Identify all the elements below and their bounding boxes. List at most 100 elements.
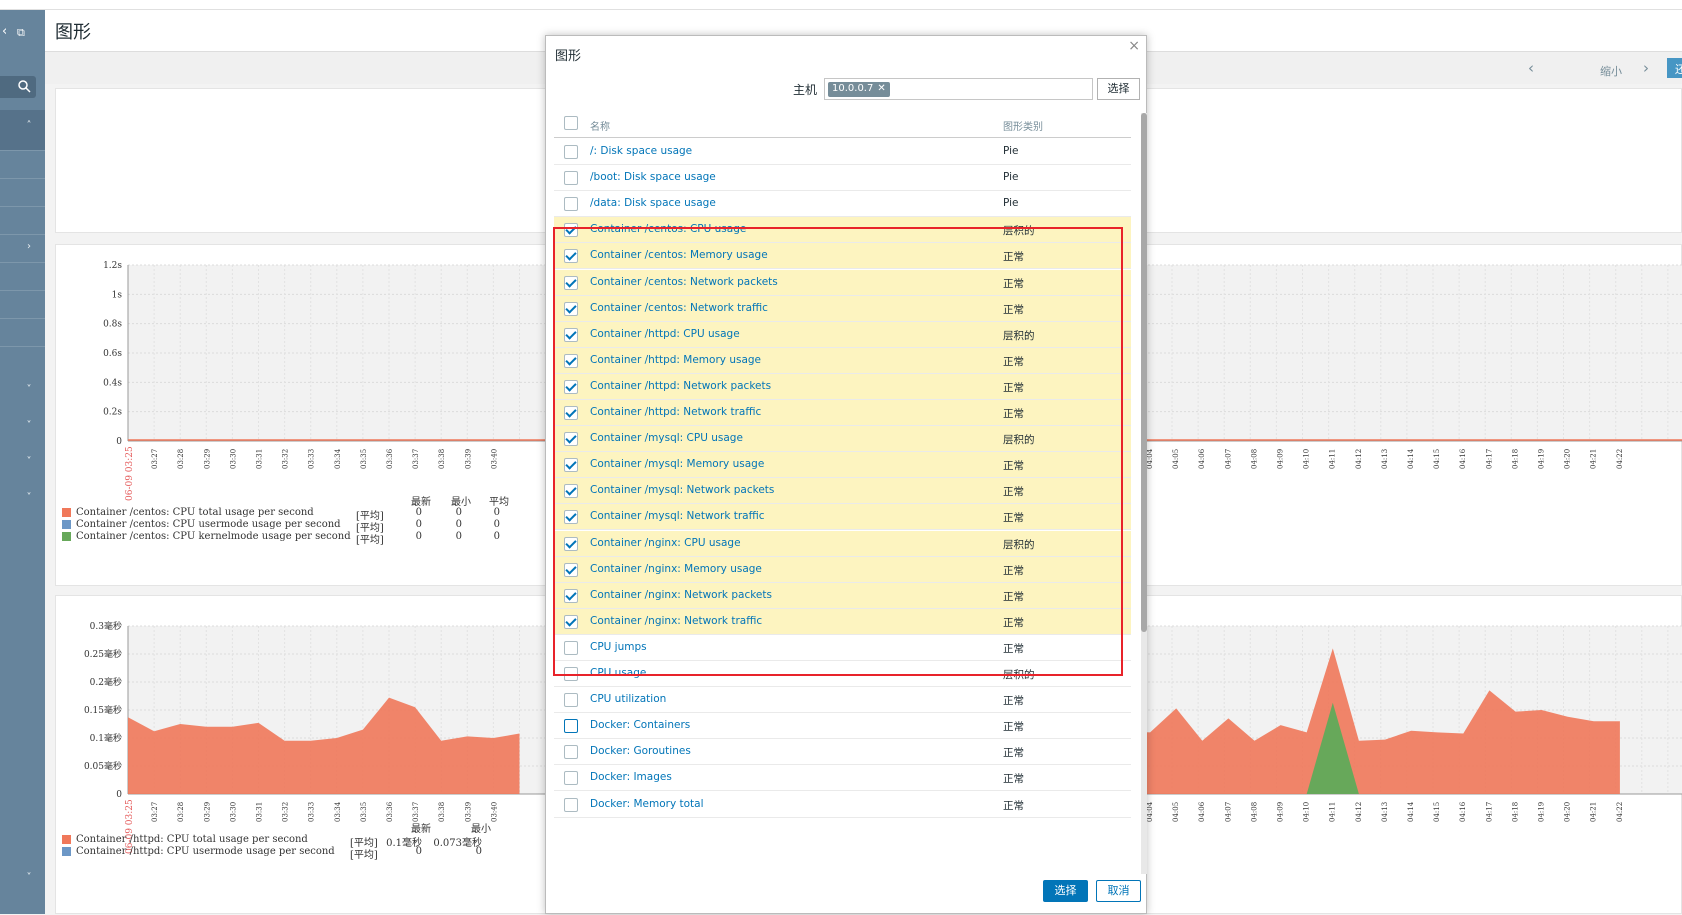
- sidebar-subitem[interactable]: [0, 178, 45, 206]
- graph-name-link[interactable]: Container /centos: Network packets: [590, 275, 778, 288]
- graph-row[interactable]: Docker: Containers 正常: [554, 713, 1131, 740]
- graph-name-link[interactable]: Container /httpd: Memory usage: [590, 353, 762, 366]
- graph-row[interactable]: /: Disk space usage Pie: [554, 139, 1131, 165]
- row-checkbox[interactable]: [564, 432, 578, 447]
- graph-name-link[interactable]: /: Disk space usage: [590, 145, 693, 157]
- graph-row[interactable]: Container /centos: Memory usage 正常: [554, 243, 1131, 270]
- graph-row[interactable]: Container /mysql: Network packets 正常: [554, 478, 1131, 505]
- row-checkbox[interactable]: [564, 379, 578, 394]
- graph-name-link[interactable]: Docker: Memory total: [590, 797, 704, 810]
- row-checkbox[interactable]: [564, 588, 578, 603]
- host-multiselect-input[interactable]: 10.0.0.7 ✕: [824, 78, 1093, 100]
- graph-row[interactable]: Container /httpd: Network traffic 正常: [554, 400, 1131, 426]
- graph-row[interactable]: Container /centos: Network traffic 正常: [554, 295, 1131, 322]
- graph-name-link[interactable]: Container /mysql: Memory usage: [590, 458, 765, 471]
- row-checkbox[interactable]: [564, 510, 578, 525]
- graph-row[interactable]: Container /nginx: Network traffic 正常: [554, 608, 1131, 635]
- row-checkbox[interactable]: [564, 797, 578, 812]
- expand-icon[interactable]: ⧉: [17, 26, 25, 39]
- graph-name-link[interactable]: Container /mysql: Network traffic: [590, 510, 765, 523]
- sidebar-subitem[interactable]: [0, 262, 45, 290]
- sidebar-subitem[interactable]: [0, 206, 45, 234]
- graph-row[interactable]: Docker: Images 正常: [554, 765, 1131, 792]
- chevron-right-icon[interactable]: ›: [1643, 59, 1649, 77]
- graph-row[interactable]: Container /nginx: Network packets 正常: [554, 582, 1131, 609]
- row-checkbox[interactable]: [564, 771, 578, 786]
- sidebar-subitem[interactable]: [0, 290, 45, 318]
- graph-name-link[interactable]: Docker: Images: [590, 771, 672, 784]
- row-checkbox[interactable]: [564, 667, 578, 681]
- dialog-scrollbar[interactable]: [1141, 113, 1147, 874]
- close-icon[interactable]: ×: [1128, 38, 1140, 54]
- graph-row[interactable]: Container /centos: Network packets 正常: [554, 269, 1131, 296]
- row-checkbox[interactable]: [564, 745, 578, 760]
- collapse-icon[interactable]: ‹: [2, 24, 8, 39]
- row-checkbox[interactable]: [564, 406, 578, 420]
- row-checkbox[interactable]: [564, 223, 578, 238]
- graph-row[interactable]: CPU usage 层积的: [554, 661, 1131, 687]
- graph-name-link[interactable]: Docker: Goroutines: [590, 745, 691, 758]
- row-checkbox[interactable]: [564, 197, 578, 212]
- column-header-name[interactable]: 名称: [590, 122, 610, 133]
- time-period-button[interactable]: 还剩 1 小时: [1667, 58, 1682, 78]
- row-checkbox[interactable]: [564, 327, 578, 342]
- graph-name-link[interactable]: CPU utilization: [590, 693, 667, 706]
- graph-name-link[interactable]: Docker: Containers: [590, 719, 691, 732]
- graph-name-link[interactable]: Container /centos: CPU usage: [590, 223, 747, 236]
- chevron-down-icon[interactable]: ˅: [26, 492, 32, 503]
- graph-row[interactable]: Container /centos: CPU usage 层积的: [554, 217, 1131, 244]
- select-button[interactable]: 选择: [1043, 880, 1088, 902]
- row-checkbox[interactable]: [564, 458, 578, 473]
- graph-name-link[interactable]: Container /mysql: CPU usage: [590, 432, 743, 445]
- graph-name-link[interactable]: Container /nginx: Network traffic: [590, 614, 763, 627]
- graph-name-link[interactable]: Container /httpd: Network packets: [590, 379, 772, 392]
- graph-row[interactable]: Container /mysql: Memory usage 正常: [554, 452, 1131, 479]
- graph-name-link[interactable]: Container /nginx: CPU usage: [590, 536, 741, 549]
- row-checkbox[interactable]: [564, 301, 578, 316]
- row-checkbox[interactable]: [564, 693, 578, 708]
- sidebar-subitem[interactable]: [0, 150, 45, 178]
- graph-row[interactable]: Container /httpd: CPU usage 层积的: [554, 321, 1131, 348]
- graph-name-link[interactable]: Container /centos: Network traffic: [590, 301, 768, 314]
- graph-name-link[interactable]: Container /centos: Memory usage: [590, 249, 768, 262]
- row-checkbox[interactable]: [564, 562, 578, 577]
- graph-name-link[interactable]: Container /httpd: CPU usage: [590, 327, 740, 340]
- graph-row[interactable]: Container /mysql: CPU usage 层积的: [554, 426, 1131, 453]
- zoom-out-button[interactable]: 缩小: [1600, 65, 1622, 78]
- graph-row[interactable]: Container /mysql: Network traffic 正常: [554, 504, 1131, 531]
- graph-row[interactable]: CPU jumps 正常: [554, 635, 1131, 661]
- graph-row[interactable]: Container /httpd: Network packets 正常: [554, 373, 1131, 400]
- chevron-down-icon[interactable]: ˅: [26, 456, 32, 467]
- graph-row[interactable]: Docker: Goroutines 正常: [554, 739, 1131, 766]
- graph-row[interactable]: Container /nginx: Memory usage 正常: [554, 556, 1131, 583]
- row-checkbox[interactable]: [564, 275, 578, 290]
- chevron-down-icon[interactable]: ˅: [26, 384, 32, 395]
- graph-name-link[interactable]: /boot: Disk space usage: [590, 171, 716, 184]
- row-checkbox[interactable]: [564, 614, 578, 629]
- sidebar-item-active[interactable]: ˄: [0, 110, 45, 150]
- row-checkbox[interactable]: [564, 719, 578, 734]
- graph-row[interactable]: /boot: Disk space usage Pie: [554, 165, 1131, 192]
- cancel-button[interactable]: 取消: [1096, 880, 1141, 902]
- sidebar-subitem[interactable]: [0, 318, 45, 346]
- row-checkbox[interactable]: [564, 640, 578, 655]
- graph-name-link[interactable]: Container /httpd: Network traffic: [590, 406, 762, 418]
- chevron-left-icon[interactable]: ‹: [1528, 59, 1534, 77]
- row-checkbox[interactable]: [564, 249, 578, 264]
- graph-name-link[interactable]: /data: Disk space usage: [590, 197, 716, 210]
- row-checkbox[interactable]: [564, 353, 578, 368]
- remove-tag-icon[interactable]: ✕: [877, 83, 886, 94]
- row-checkbox[interactable]: [564, 536, 578, 551]
- graph-row[interactable]: Container /nginx: CPU usage 层积的: [554, 530, 1131, 557]
- host-select-button[interactable]: 选择: [1097, 78, 1140, 100]
- sidebar-subitem[interactable]: [0, 346, 45, 376]
- graph-name-link[interactable]: Container /mysql: Network packets: [590, 484, 775, 497]
- chevron-down-icon[interactable]: ˅: [26, 420, 32, 431]
- scroll-thumb[interactable]: [1141, 113, 1147, 632]
- chevron-down-icon[interactable]: ˅: [26, 872, 32, 883]
- sidebar-subitem[interactable]: ›: [0, 234, 45, 262]
- graph-name-link[interactable]: Container /nginx: Network packets: [590, 588, 772, 601]
- graph-name-link[interactable]: Container /nginx: Memory usage: [590, 562, 762, 575]
- graph-row[interactable]: Container /httpd: Memory usage 正常: [554, 347, 1131, 374]
- row-checkbox[interactable]: [564, 484, 578, 499]
